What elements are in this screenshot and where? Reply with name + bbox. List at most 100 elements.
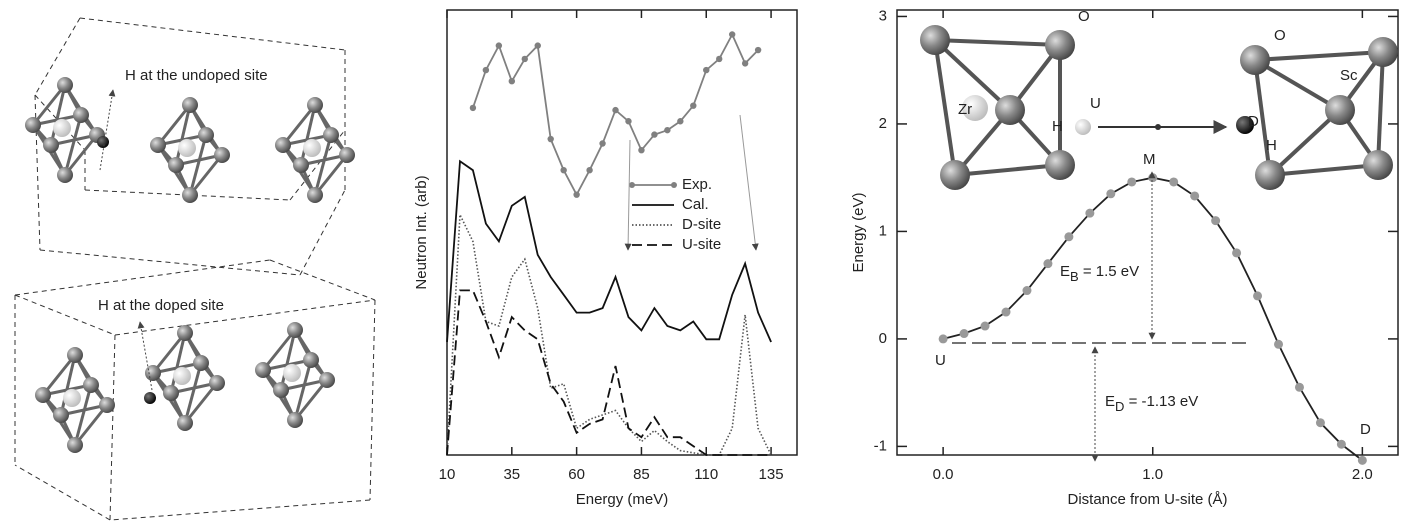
atom	[145, 365, 161, 381]
data-point	[521, 55, 528, 63]
diagram-label: H at the undoped site	[125, 67, 268, 84]
inset-label: H	[1266, 137, 1277, 154]
data-point	[754, 46, 762, 54]
data-point	[677, 118, 684, 125]
x-tick-label: 110	[694, 466, 718, 483]
energy-subscript: D	[1115, 399, 1124, 414]
y-axis-label: Energy (eV)	[850, 192, 867, 272]
bond	[169, 332, 187, 394]
cell-edge	[109, 499, 371, 521]
midpoint	[1155, 124, 1161, 130]
data-point	[1127, 177, 1137, 187]
pointer-arrow	[137, 321, 153, 391]
inset-label: Sc	[1340, 67, 1358, 84]
cell-edge	[369, 299, 376, 501]
atom	[293, 157, 309, 173]
hydrogen-atom	[303, 139, 321, 157]
x-tick-label: 85	[633, 466, 650, 483]
plot-frame	[896, 9, 1399, 456]
dopant-h	[97, 136, 109, 148]
data-point	[1001, 307, 1011, 317]
y-axis-label: Neutron Int. (arb)	[413, 175, 430, 289]
atom	[177, 415, 193, 431]
data-point	[508, 78, 516, 85]
bond	[1253, 58, 1342, 112]
series-line	[446, 214, 772, 456]
data-point	[1106, 189, 1116, 199]
hydrogen-atom	[173, 367, 191, 385]
legend-swatch	[629, 182, 635, 188]
atom	[1240, 45, 1270, 75]
inset-label: O	[1274, 27, 1286, 44]
data-point	[625, 118, 632, 125]
y-tick-label: -1	[874, 437, 887, 454]
cell-edge	[269, 259, 376, 301]
atom	[307, 187, 323, 203]
atom	[1045, 150, 1075, 180]
inset-label: O	[1078, 8, 1090, 25]
bond	[282, 133, 332, 147]
inset-label: H	[1052, 118, 1063, 135]
cell-edge	[34, 94, 41, 251]
hydrogen-atom	[283, 364, 301, 382]
bond	[1269, 163, 1379, 177]
hydrogen-atom	[178, 139, 196, 157]
y-tick-label: 3	[879, 7, 887, 24]
atom	[1325, 95, 1355, 125]
atom	[319, 372, 335, 388]
bond	[934, 38, 1061, 47]
data-point	[1294, 382, 1304, 392]
data-point	[938, 334, 948, 344]
data-point	[1357, 455, 1367, 465]
bond	[63, 134, 99, 176]
atom	[1255, 160, 1285, 190]
data-point	[547, 135, 554, 143]
atom	[214, 147, 230, 163]
x-axis-label: Distance from U-site (Å)	[1067, 491, 1227, 508]
legend-label: Exp.	[682, 176, 712, 193]
data-point	[599, 140, 606, 147]
data-point	[573, 191, 580, 198]
bond	[954, 163, 1061, 177]
data-point	[560, 167, 567, 174]
inset-label: D	[1248, 113, 1259, 130]
data-point	[1085, 208, 1095, 218]
y-tick-label: 1	[879, 222, 887, 239]
atom	[43, 137, 59, 153]
x-tick-label: 0.0	[933, 466, 954, 483]
data-point	[1148, 173, 1158, 183]
y-tick-label: 0	[879, 330, 887, 347]
bond	[32, 113, 82, 127]
bond	[1253, 59, 1272, 176]
data-point	[716, 55, 723, 63]
point-label: M	[1143, 151, 1156, 168]
x-tick-label: 135	[759, 466, 784, 483]
atom	[1075, 119, 1091, 135]
dopant-h	[144, 392, 156, 404]
bond	[299, 104, 317, 166]
pointer-arrow	[99, 89, 116, 171]
legend-label: U-site	[682, 236, 721, 253]
bond	[157, 133, 207, 147]
bond	[313, 134, 333, 196]
data-point	[495, 42, 503, 49]
cell-edge	[114, 299, 376, 336]
data-point	[1190, 191, 1200, 201]
data-point	[651, 131, 658, 138]
energy-label: EB = 1.5 eV	[1060, 263, 1139, 284]
cell-edge	[79, 17, 346, 51]
atom	[1236, 116, 1254, 134]
x-tick-label: 2.0	[1352, 466, 1373, 483]
atom	[1368, 37, 1398, 67]
atom	[323, 127, 339, 143]
bond	[183, 362, 203, 424]
atom	[83, 377, 99, 393]
bond	[1254, 50, 1384, 62]
data-point	[1211, 216, 1221, 226]
cell-edge	[14, 464, 111, 521]
bond	[152, 361, 202, 375]
bond	[63, 114, 83, 176]
bond	[1268, 108, 1342, 177]
energy-label: ED = -1.13 eV	[1105, 393, 1198, 414]
